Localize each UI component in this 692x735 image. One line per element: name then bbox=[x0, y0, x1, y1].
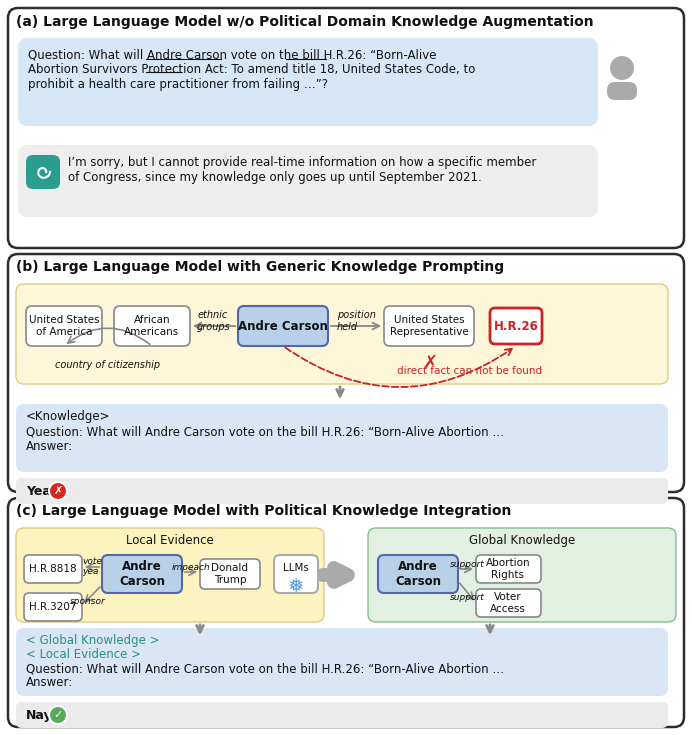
Text: (b) Large Language Model with Generic Knowledge Prompting: (b) Large Language Model with Generic Kn… bbox=[16, 260, 504, 274]
Text: Question: What will Andre Carson vote on the bill H.R.26: “Born-Alive Abortion …: Question: What will Andre Carson vote on… bbox=[26, 662, 504, 675]
Text: vote
yea: vote yea bbox=[82, 557, 102, 576]
Text: Local Evidence: Local Evidence bbox=[126, 534, 214, 547]
Text: direct fact can not be found: direct fact can not be found bbox=[397, 366, 543, 376]
Text: African
Americans: African Americans bbox=[125, 315, 180, 337]
Text: ✓: ✓ bbox=[53, 710, 63, 720]
Text: Question: What will Andre Carson vote on the bill H.R.26: “Born-Alive
Abortion S: Question: What will Andre Carson vote on… bbox=[28, 48, 475, 91]
Text: ethnic
groups: ethnic groups bbox=[197, 310, 231, 331]
Text: Donald
Trump: Donald Trump bbox=[212, 563, 248, 585]
FancyBboxPatch shape bbox=[238, 306, 328, 346]
FancyBboxPatch shape bbox=[368, 528, 676, 622]
Text: ✗: ✗ bbox=[422, 354, 437, 372]
FancyBboxPatch shape bbox=[18, 38, 598, 126]
Text: sponsor: sponsor bbox=[70, 597, 106, 606]
Text: H.R.8818: H.R.8818 bbox=[29, 564, 77, 574]
Circle shape bbox=[610, 56, 634, 80]
Text: < Local Evidence >: < Local Evidence > bbox=[26, 648, 141, 661]
FancyBboxPatch shape bbox=[8, 254, 684, 492]
Circle shape bbox=[49, 482, 67, 500]
Text: Abortion
Rights: Abortion Rights bbox=[486, 558, 530, 580]
Text: ✗: ✗ bbox=[53, 486, 63, 496]
Text: I’m sorry, but I cannot provide real-time information on how a specific member
o: I’m sorry, but I cannot provide real-tim… bbox=[68, 156, 536, 184]
FancyBboxPatch shape bbox=[18, 145, 598, 217]
Text: United States
Representative: United States Representative bbox=[390, 315, 468, 337]
Text: Answer:: Answer: bbox=[26, 676, 73, 689]
Text: country of citizenship: country of citizenship bbox=[55, 360, 161, 370]
FancyBboxPatch shape bbox=[26, 155, 60, 189]
FancyBboxPatch shape bbox=[16, 478, 668, 504]
FancyBboxPatch shape bbox=[16, 702, 668, 728]
FancyBboxPatch shape bbox=[476, 555, 541, 583]
FancyBboxPatch shape bbox=[16, 628, 668, 696]
FancyBboxPatch shape bbox=[26, 306, 102, 346]
FancyBboxPatch shape bbox=[102, 555, 182, 593]
FancyBboxPatch shape bbox=[476, 589, 541, 617]
FancyBboxPatch shape bbox=[378, 555, 458, 593]
FancyBboxPatch shape bbox=[8, 8, 684, 248]
Circle shape bbox=[49, 706, 67, 724]
Text: support: support bbox=[450, 560, 484, 569]
FancyBboxPatch shape bbox=[16, 404, 668, 472]
Text: position
held: position held bbox=[336, 310, 376, 331]
FancyBboxPatch shape bbox=[490, 308, 542, 344]
Text: impeach: impeach bbox=[172, 563, 210, 572]
Text: (c) Large Language Model with Political Knowledge Integration: (c) Large Language Model with Political … bbox=[16, 504, 511, 518]
Text: support: support bbox=[450, 593, 484, 602]
Text: < Global Knowledge >: < Global Knowledge > bbox=[26, 634, 159, 647]
Text: Nay: Nay bbox=[26, 709, 53, 722]
FancyBboxPatch shape bbox=[16, 284, 668, 384]
Text: LLMs: LLMs bbox=[283, 563, 309, 573]
FancyBboxPatch shape bbox=[24, 555, 82, 583]
FancyBboxPatch shape bbox=[8, 498, 684, 727]
Text: Global Knowledge: Global Knowledge bbox=[469, 534, 575, 547]
Text: Andre
Carson: Andre Carson bbox=[395, 560, 441, 588]
Text: Andre
Carson: Andre Carson bbox=[119, 560, 165, 588]
FancyBboxPatch shape bbox=[114, 306, 190, 346]
FancyBboxPatch shape bbox=[24, 593, 82, 621]
Text: United States
of America: United States of America bbox=[28, 315, 100, 337]
Text: (a) Large Language Model w/o Political Domain Knowledge Augmentation: (a) Large Language Model w/o Political D… bbox=[16, 15, 594, 29]
FancyBboxPatch shape bbox=[607, 82, 637, 100]
Text: Andre Carson: Andre Carson bbox=[238, 320, 328, 332]
Text: <Knowledge>
Question: What will Andre Carson vote on the bill H.R.26: “Born-Aliv: <Knowledge> Question: What will Andre Ca… bbox=[26, 410, 504, 453]
Text: H.R.26: H.R.26 bbox=[493, 320, 538, 332]
Text: ❅: ❅ bbox=[288, 577, 304, 596]
FancyBboxPatch shape bbox=[384, 306, 474, 346]
Text: H.R.3207: H.R.3207 bbox=[29, 602, 77, 612]
Text: Voter
Access: Voter Access bbox=[490, 592, 526, 614]
FancyBboxPatch shape bbox=[16, 528, 324, 622]
FancyBboxPatch shape bbox=[200, 559, 260, 589]
FancyBboxPatch shape bbox=[274, 555, 318, 593]
Text: Yea: Yea bbox=[26, 484, 51, 498]
